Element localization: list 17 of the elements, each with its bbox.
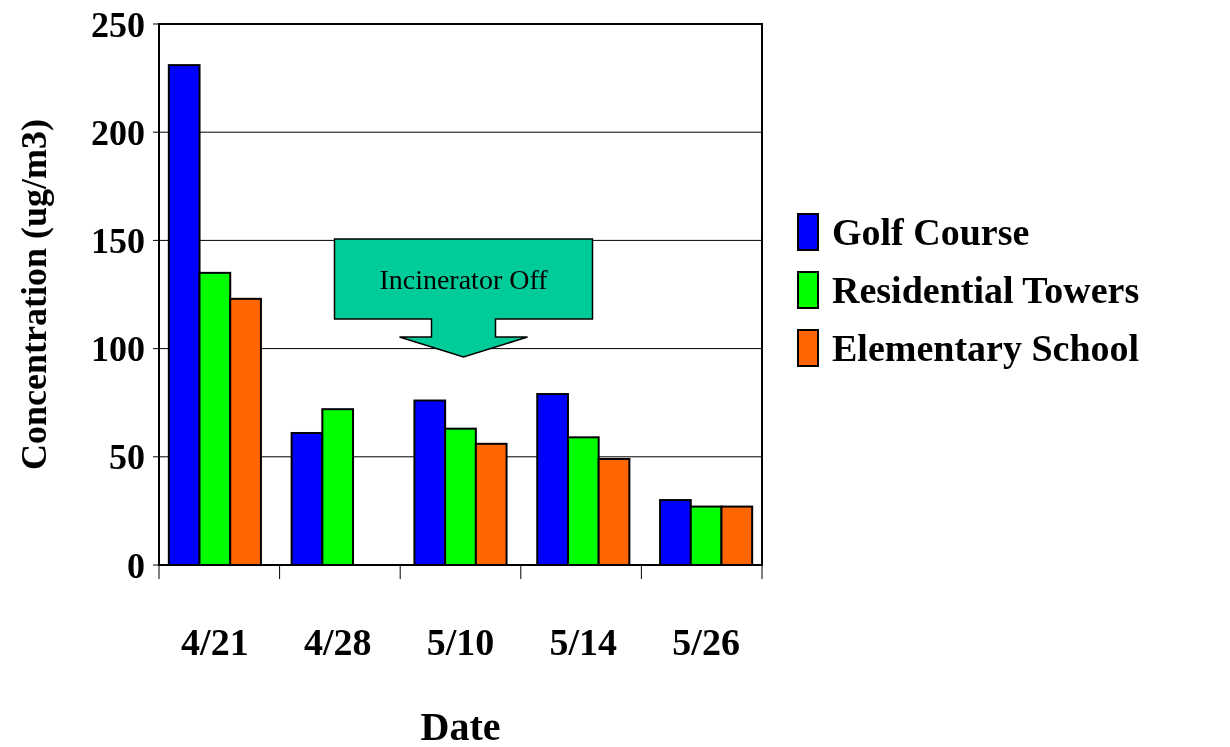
legend-label: Residential Towers bbox=[832, 269, 1140, 312]
y-tick-label: 150 bbox=[91, 221, 145, 261]
y-axis-title: Concentration (ug/m3) bbox=[14, 119, 54, 470]
legend-label: Elementary School bbox=[832, 327, 1140, 370]
y-tick-label: 200 bbox=[91, 112, 145, 153]
x-axis-title: Date bbox=[420, 704, 501, 747]
y-tick-label: 250 bbox=[91, 4, 145, 45]
y-tick-label: 0 bbox=[127, 545, 145, 586]
x-tick-label: 5/14 bbox=[549, 621, 618, 663]
x-tick-label: 4/28 bbox=[303, 621, 372, 663]
x-tick-label: 5/10 bbox=[426, 621, 495, 663]
annotation: Incinerator Off bbox=[379, 263, 549, 295]
legend-label: Golf Course bbox=[832, 211, 1030, 254]
x-tick-label: 5/26 bbox=[672, 621, 740, 663]
x-tick-label: 4/21 bbox=[181, 621, 249, 663]
y-tick-label: 50 bbox=[109, 437, 145, 478]
y-tick-label: 100 bbox=[91, 329, 145, 370]
